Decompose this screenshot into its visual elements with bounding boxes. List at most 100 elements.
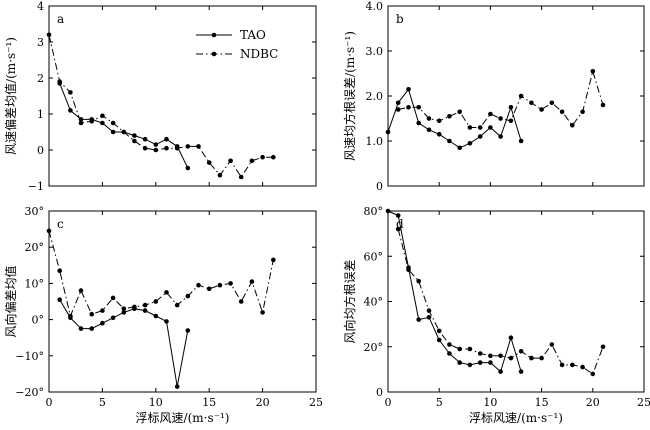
y-tick-label-a: −1 bbox=[28, 180, 44, 193]
data-point-ndbc-b bbox=[518, 93, 524, 99]
data-point-ndbc-b bbox=[467, 125, 473, 130]
y-tick-label-b: 1.0 bbox=[366, 135, 384, 148]
data-point-tao-d bbox=[498, 369, 503, 374]
data-point-ndbc-a bbox=[57, 79, 62, 84]
y-tick-label-c: 20° bbox=[25, 241, 45, 254]
data-point-ndbc-a bbox=[238, 174, 244, 180]
data-point-tao-d bbox=[426, 315, 432, 320]
legend-tao-label: TAO bbox=[240, 28, 266, 42]
x-axis-label-c: 浮标风速/(m·s⁻¹) bbox=[136, 411, 230, 425]
y-tick-label-c: 30° bbox=[25, 205, 45, 218]
series-line-tao-d bbox=[387, 210, 522, 373]
y-tick-label-d: 60° bbox=[364, 250, 384, 263]
data-point-ndbc-a bbox=[228, 158, 233, 164]
data-point-ndbc-a bbox=[185, 144, 191, 149]
data-point-ndbc-b bbox=[395, 107, 401, 112]
data-point-tao-b bbox=[508, 105, 514, 110]
data-point-tao-c bbox=[142, 308, 148, 313]
data-point-ndbc-b bbox=[416, 105, 422, 110]
data-point-ndbc-c bbox=[238, 299, 244, 304]
data-point-tao-c bbox=[57, 297, 62, 303]
data-point-tao-b bbox=[406, 87, 411, 92]
data-point-tao-d bbox=[385, 208, 391, 214]
data-point-ndbc-a bbox=[89, 118, 94, 124]
data-point-ndbc-b bbox=[600, 102, 606, 108]
x-tick-label-c: 10 bbox=[149, 396, 163, 409]
plot-frame-a bbox=[48, 5, 317, 187]
data-point-ndbc-c bbox=[196, 282, 201, 288]
series-line-ndbc-d bbox=[397, 228, 604, 375]
data-point-ndbc-d bbox=[539, 355, 544, 361]
plot-frame-b bbox=[387, 5, 645, 187]
data-point-tao-c bbox=[185, 328, 191, 333]
data-point-ndbc-d bbox=[549, 342, 555, 347]
x-tick-label-d: 0 bbox=[385, 396, 392, 409]
x-tick-label-d: 20 bbox=[586, 396, 600, 409]
y-tick-label-d: 0 bbox=[376, 386, 383, 399]
data-point-ndbc-c bbox=[164, 290, 169, 295]
y-tick-label-b: 3.0 bbox=[366, 45, 384, 58]
data-point-ndbc-b bbox=[570, 123, 575, 128]
panel-c: −20° −10° 0° 10° 20° 30° 0 5 10 15 20 25 c 风向偏差均值浮标风速… bbox=[3, 205, 323, 425]
data-point-ndbc-c bbox=[271, 257, 276, 263]
data-point-ndbc-b bbox=[549, 100, 555, 106]
data-point-ndbc-c bbox=[78, 288, 84, 293]
data-point-tao-b bbox=[416, 120, 422, 126]
data-point-ndbc-c bbox=[260, 310, 265, 315]
data-point-tao-c bbox=[174, 384, 180, 389]
y-tick-label-d: 20° bbox=[364, 341, 384, 354]
data-point-ndbc-a bbox=[271, 154, 276, 160]
data-point-ndbc-d bbox=[416, 278, 422, 284]
data-point-tao-a bbox=[100, 120, 105, 126]
data-point-ndbc-d bbox=[426, 308, 432, 313]
data-point-tao-b bbox=[447, 138, 452, 144]
data-point-ndbc-a bbox=[164, 145, 169, 151]
data-point-tao-d bbox=[508, 335, 514, 341]
data-point-tao-b bbox=[426, 127, 432, 133]
data-point-ndbc-d bbox=[467, 346, 473, 352]
data-point-ndbc-c bbox=[206, 286, 212, 292]
data-point-tao-b bbox=[457, 145, 463, 151]
panel-d: 0 20° 40° 60° 80° 0 5 10 15 20 25 d 风向均方根误差浮标风速/(m·s… bbox=[342, 205, 650, 425]
data-point-ndbc-a bbox=[142, 145, 148, 151]
data-point-ndbc-b bbox=[406, 105, 411, 110]
data-point-tao-b bbox=[395, 100, 401, 106]
legend-ndbc-label: NDBC bbox=[240, 47, 278, 61]
data-point-ndbc-a bbox=[260, 154, 265, 160]
data-point-ndbc-d bbox=[436, 328, 442, 334]
data-point-ndbc-d bbox=[406, 267, 411, 273]
x-tick-label-d: 15 bbox=[535, 396, 549, 409]
y-tick-label-b: 0 bbox=[376, 180, 383, 193]
data-point-ndbc-d bbox=[395, 226, 401, 232]
data-point-ndbc-d bbox=[457, 346, 463, 352]
data-point-ndbc-b bbox=[559, 109, 565, 115]
data-point-ndbc-c bbox=[174, 302, 180, 308]
data-point-ndbc-a bbox=[121, 129, 127, 135]
x-tick-label-c: 5 bbox=[99, 396, 106, 409]
data-point-ndbc-d bbox=[559, 362, 565, 368]
x-tick-label-c: 0 bbox=[46, 396, 53, 409]
y-tick-label-c: −10° bbox=[15, 350, 44, 363]
y-tick-label-b: 2.0 bbox=[366, 90, 384, 103]
y-axis-label-d: 风向均方根误差 bbox=[342, 259, 357, 343]
series-line-ndbc-b bbox=[398, 69, 604, 128]
legend: TAO NDBC bbox=[196, 28, 278, 61]
data-point-ndbc-d bbox=[508, 355, 514, 361]
x-tick-label-c: 20 bbox=[256, 396, 270, 409]
data-point-tao-b bbox=[477, 134, 483, 139]
panel-letter-a: a bbox=[57, 12, 64, 26]
data-point-tao-c bbox=[110, 315, 116, 321]
data-point-ndbc-a bbox=[153, 147, 159, 153]
data-point-tao-c bbox=[164, 319, 169, 324]
x-axis-label-d: 浮标风速/(m·s⁻¹) bbox=[469, 411, 563, 425]
data-point-ndbc-d bbox=[580, 364, 585, 370]
panel-letter-c: c bbox=[57, 217, 64, 231]
data-point-tao-a bbox=[142, 136, 148, 142]
data-point-ndbc-b bbox=[508, 118, 514, 124]
y-tick-label-a: 0 bbox=[37, 144, 44, 157]
data-point-ndbc-a bbox=[132, 138, 137, 144]
data-point-ndbc-c bbox=[89, 311, 94, 317]
data-point-tao-a bbox=[110, 129, 116, 135]
panel-letter-d: d bbox=[396, 217, 404, 231]
series-line-tao-a bbox=[59, 83, 189, 169]
